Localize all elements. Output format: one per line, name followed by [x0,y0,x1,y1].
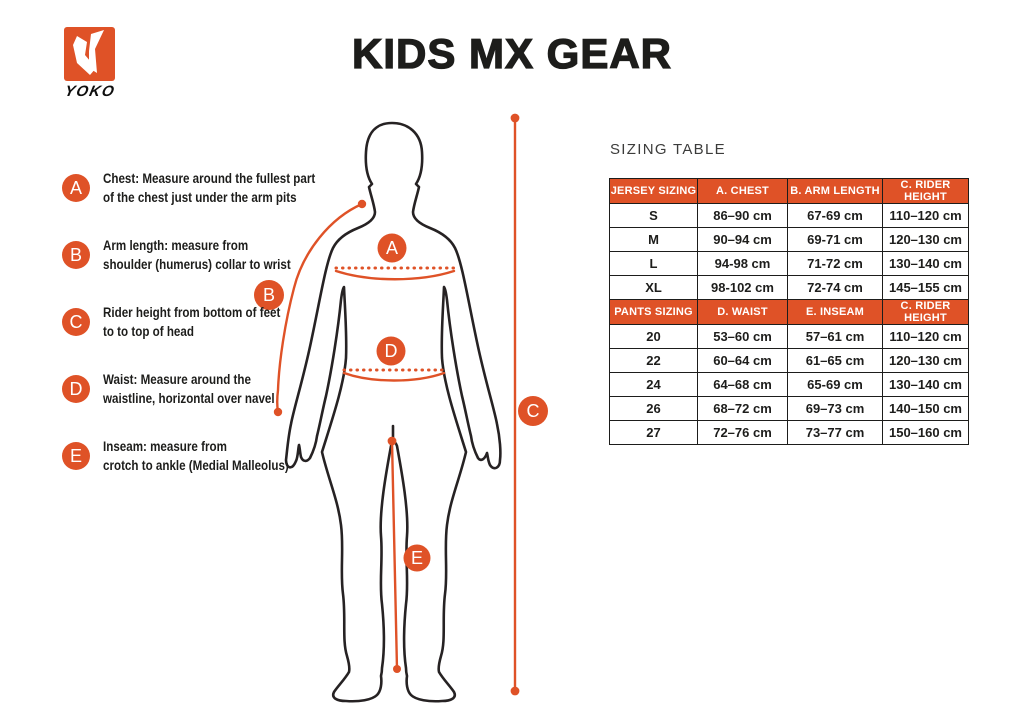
table-cell: 130–140 cm [882,251,969,276]
page-title: KIDS MX GEAR [351,29,673,77]
measurement-letter-badge: D [62,374,90,403]
table-cell: 26 [609,396,698,421]
table-cell: 65-69 cm [787,372,883,397]
sizing-table-heading: SIZING TABLE [610,141,726,158]
table-cell: M [609,227,698,252]
measurement-description: Arm length: measure from shoulder (humeru… [103,237,291,272]
measurement-letter-badge: A [62,173,90,202]
table-cell: 53–60 cm [697,324,788,349]
column-header: B. ARM LENGTH [787,178,883,204]
table-cell: 94-98 cm [697,251,788,276]
brand-logo: YOKO [54,27,126,100]
column-header: E. INSEAM [787,299,883,325]
table-row: L 94-98 cm 71-72 cm 130–140 cm [609,251,969,276]
table-cell: 140–150 cm [882,396,969,421]
legend-item: B Arm length: measure from shoulder (humer… [62,234,322,275]
table-cell: 98-102 cm [697,275,788,300]
legend-item: C Rider height from bottom of feet to to t… [62,301,322,342]
measurement-legend: A Chest: Measure around the fullest part o… [62,167,322,502]
figure-marker-c: C [518,396,548,426]
table-cell: 22 [609,348,698,373]
table-cell: 120–130 cm [882,227,969,252]
legend-item: A Chest: Measure around the fullest part o… [62,167,322,208]
figure-marker-letter: E [411,548,423,568]
measurement-description: Rider height from bottom of feet to to to… [103,304,281,339]
sizing-table: JERSEY SIZING A. CHEST B. ARM LENGTH C. RID… [609,178,969,445]
chest-measure-line [334,266,456,281]
column-header: PANTS SIZING [609,299,698,325]
table-cell: 130–140 cm [882,372,969,397]
table-cell: 20 [609,324,698,349]
table-cell: 110–120 cm [882,203,969,228]
table-row: XL 98-102 cm 72-74 cm 145–155 cm [609,275,969,300]
table-cell: 69-71 cm [787,227,883,252]
figure-marker-d: D [376,336,406,366]
table-row: 26 68–72 cm 69–73 cm 140–150 cm [609,396,969,421]
column-header: A. CHEST [697,178,788,204]
figure-marker-b: B [254,280,284,310]
sizing-table-block: SIZING TABLE JERSEY SIZING A. CHEST B. ARM… [609,141,971,445]
table-cell: 64–68 cm [697,372,788,397]
table-header-row: PANTS SIZING D. WAIST E. INSEAM C. RIDER HE… [609,299,969,325]
table-cell: 71-72 cm [787,251,883,276]
table-cell: L [609,251,698,276]
column-header: C. RIDER HEIGHT [882,299,969,325]
measurement-letter-badge: C [62,307,90,336]
legend-item: D Waist: Measure around the waistline, hor… [62,368,322,409]
table-row: 24 64–68 cm 65-69 cm 130–140 cm [609,372,969,397]
column-header: C. RIDER HEIGHT [882,178,969,204]
sizing-table-body: JERSEY SIZING A. CHEST B. ARM LENGTH C. RID… [609,178,969,445]
table-cell: 67-69 cm [787,203,883,228]
figure-marker-letter: B [263,285,275,305]
measurement-letter-badge: E [62,441,90,470]
table-cell: XL [609,275,698,300]
table-cell: 60–64 cm [697,348,788,373]
table-cell: 72–76 cm [697,420,788,445]
table-cell: 150–160 cm [882,420,969,445]
column-header: D. WAIST [697,299,788,325]
table-cell: 57–61 cm [787,324,883,349]
table-cell: 90–94 cm [697,227,788,252]
yoko-logo-mark [64,27,115,81]
table-row: 27 72–76 cm 73–77 cm 150–160 cm [609,420,969,445]
table-cell: 110–120 cm [882,324,969,349]
measurement-description: Chest: Measure around the fullest part of… [103,170,316,205]
table-cell: S [609,203,698,228]
table-cell: 86–90 cm [697,203,788,228]
rider-height-line [510,113,520,696]
table-row: S 86–90 cm 67-69 cm 110–120 cm [609,203,969,228]
table-cell: 24 [609,372,698,397]
table-cell: 61–65 cm [787,348,883,373]
table-row: 20 53–60 cm 57–61 cm 110–120 cm [609,324,969,349]
table-row: M 90–94 cm 69-71 cm 120–130 cm [609,227,969,252]
inseam-line [387,436,401,673]
measurement-description: Inseam: measure from crotch to ankle (Med… [103,438,289,473]
figure-marker-e: E [403,544,431,572]
waist-measure-line [342,368,446,382]
figure-marker-letter: D [385,341,398,361]
arm-length-line [273,199,367,417]
table-header-row: JERSEY SIZING A. CHEST B. ARM LENGTH C. RID… [609,178,969,204]
table-cell: 69–73 cm [787,396,883,421]
legend-item: E Inseam: measure from crotch to ankle (Me… [62,435,322,476]
figure-marker-letter: C [527,401,540,421]
table-row: 22 60–64 cm 61–65 cm 120–130 cm [609,348,969,373]
table-cell: 27 [609,420,698,445]
table-cell: 145–155 cm [882,275,969,300]
table-cell: 73–77 cm [787,420,883,445]
figure-marker-letter: A [386,238,398,258]
column-header: JERSEY SIZING [609,178,698,204]
table-cell: 120–130 cm [882,348,969,373]
table-cell: 68–72 cm [697,396,788,421]
measurement-description: Waist: Measure around the waistline, hori… [103,371,275,406]
figure-marker-a: A [377,233,407,263]
measurement-letter-badge: B [62,240,90,269]
table-cell: 72-74 cm [787,275,883,300]
